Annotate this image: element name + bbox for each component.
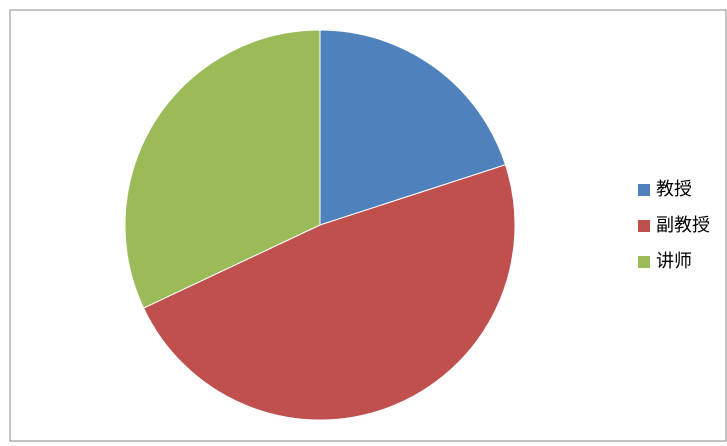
pie-slice	[319, 29, 507, 226]
legend-label: 教授	[656, 179, 692, 200]
legend-swatch	[638, 220, 650, 232]
pie-slice	[142, 164, 516, 421]
pie-slice	[124, 29, 321, 309]
pie	[124, 29, 516, 421]
legend-label: 副教授	[656, 215, 710, 236]
legend-swatch	[638, 256, 650, 268]
legend-label: 讲师	[656, 251, 692, 272]
legend-swatch	[638, 184, 650, 196]
